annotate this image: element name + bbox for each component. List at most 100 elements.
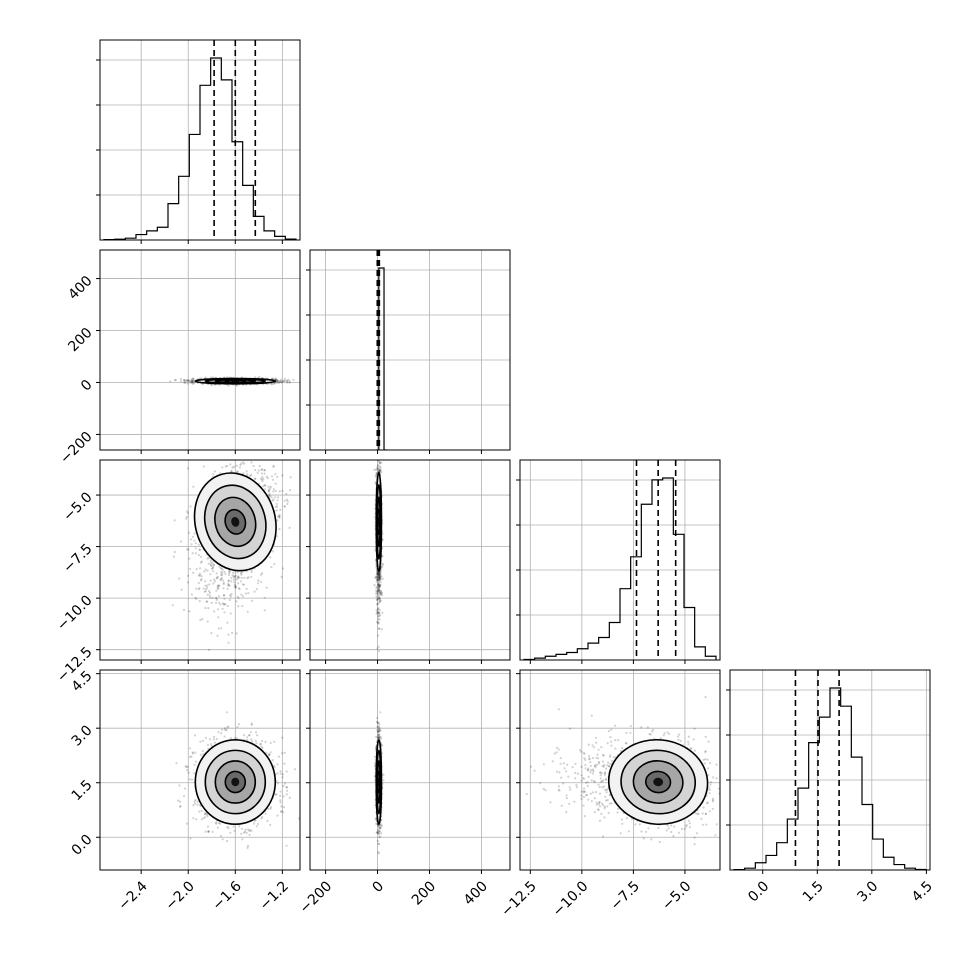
- scatter-point: [379, 589, 383, 593]
- scatter-point: [212, 566, 215, 569]
- scatter-point: [199, 561, 202, 564]
- scatter-point: [193, 381, 196, 384]
- scatter-point: [187, 379, 190, 382]
- scatter-point: [267, 489, 270, 492]
- scatter-point: [378, 577, 381, 580]
- scatter-point: [206, 600, 209, 603]
- scatter-point: [234, 584, 237, 588]
- scatter-point: [188, 557, 191, 560]
- scatter-point: [223, 597, 226, 600]
- scatter-point: [217, 627, 220, 630]
- scatter-point: [213, 741, 216, 744]
- scatter-point: [376, 647, 379, 650]
- scatter-point: [376, 598, 379, 601]
- scatter-point: [377, 627, 381, 630]
- scatter-point: [375, 472, 378, 475]
- scatter-point: [222, 594, 225, 597]
- scatter-point: [190, 543, 193, 546]
- scatter-point: [219, 834, 223, 838]
- scatter-point: [257, 582, 260, 585]
- scatter-point: [378, 573, 381, 576]
- scatter-point: [201, 383, 204, 386]
- scatter-point: [240, 572, 243, 575]
- scatter-point: [283, 782, 287, 785]
- scatter-point: [378, 588, 381, 591]
- scatter-point: [272, 464, 275, 467]
- scatter-point: [220, 577, 223, 580]
- scatter-point: [378, 462, 381, 465]
- scatter-point: [204, 590, 207, 593]
- scatter-point: [191, 382, 194, 385]
- scatter-point: [212, 735, 216, 739]
- panel-frame: [309, 249, 511, 451]
- scatter-point: [220, 627, 223, 630]
- scatter-point: [276, 519, 279, 522]
- scatter-point: [376, 578, 379, 581]
- panel-1-1: [306, 249, 511, 454]
- y-tick-label: 0: [78, 377, 96, 395]
- scatter-point: [196, 803, 199, 806]
- scatter-point: [237, 605, 240, 608]
- scatter-point: [228, 571, 231, 575]
- scatter-point: [208, 594, 211, 597]
- scatter-point: [258, 375, 261, 378]
- scatter-point: [377, 582, 380, 586]
- scatter-point: [211, 376, 214, 379]
- scatter-point: [226, 587, 229, 590]
- scatter-point: [377, 574, 380, 577]
- scatter-point: [261, 468, 264, 471]
- scatter-point: [379, 576, 382, 579]
- scatter-point: [210, 384, 213, 387]
- scatter-point: [233, 581, 236, 584]
- scatter-point: [254, 477, 257, 480]
- scatter-point: [214, 601, 218, 605]
- scatter-point: [211, 561, 214, 564]
- scatter-point: [193, 539, 196, 542]
- scatter-point: [210, 601, 213, 605]
- scatter-point: [207, 562, 210, 565]
- scatter-point: [380, 592, 383, 595]
- scatter-point: [250, 575, 253, 578]
- scatter-point: [268, 494, 272, 497]
- panel-2-0: −12.5−10.0−7.5−5.0: [54, 459, 301, 686]
- scatter-point: [193, 734, 197, 737]
- scatter-point: [219, 603, 222, 606]
- y-tick-label: 400: [65, 273, 95, 303]
- scatter-point: [198, 572, 202, 575]
- scatter-point: [239, 463, 242, 467]
- scatter-point: [377, 595, 380, 598]
- scatter-point: [276, 535, 279, 538]
- scatter-point: [206, 825, 210, 828]
- scatter-point: [194, 596, 197, 600]
- scatter-point: [281, 567, 285, 570]
- scatter-point: [272, 498, 275, 501]
- scatter-point: [267, 807, 270, 811]
- density-contours: [375, 471, 383, 573]
- scatter-point: [378, 578, 381, 581]
- scatter-point: [207, 830, 210, 833]
- scatter-point: [283, 377, 286, 380]
- scatter-point: [375, 612, 378, 615]
- scatter-point: [263, 472, 266, 475]
- histogram-2: [523, 477, 717, 660]
- scatter-point: [240, 593, 243, 596]
- scatter-point: [379, 571, 382, 574]
- scatter-point: [286, 500, 289, 503]
- scatter-point: [276, 378, 279, 382]
- scatter-point: [172, 555, 175, 558]
- scatter-point: [375, 598, 378, 602]
- scatter-point: [217, 587, 220, 590]
- scatter-point: [189, 381, 192, 384]
- scatter-point: [255, 742, 258, 745]
- scatter-point: [215, 597, 218, 600]
- scatter-point: [378, 578, 381, 581]
- scatter-point: [225, 711, 229, 714]
- panel-2-1: [306, 459, 511, 664]
- scatter-point: [289, 476, 292, 479]
- scatter-point: [245, 587, 248, 591]
- scatter-point: [183, 381, 186, 384]
- scatter-point: [267, 490, 270, 493]
- scatter-point: [183, 379, 186, 382]
- scatter-point: [204, 736, 208, 740]
- scatter-point: [280, 381, 283, 384]
